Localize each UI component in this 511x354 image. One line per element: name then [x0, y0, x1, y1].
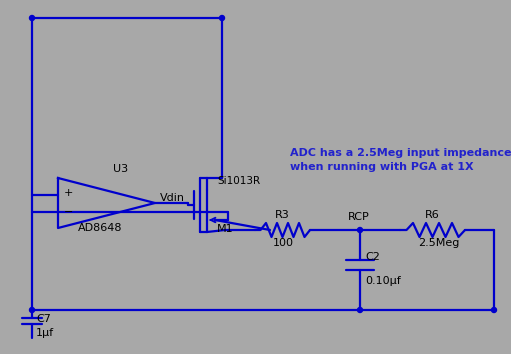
Text: ADC has a 2.5Meg input impedance
when running with PGA at 1X: ADC has a 2.5Meg input impedance when ru… — [290, 148, 511, 172]
Text: R6: R6 — [425, 210, 439, 220]
Circle shape — [358, 308, 362, 313]
Text: 100: 100 — [272, 238, 293, 248]
Circle shape — [30, 16, 35, 21]
Text: C7: C7 — [36, 314, 51, 324]
Text: R3: R3 — [274, 210, 289, 220]
Text: Vdin: Vdin — [160, 193, 185, 203]
Text: M1: M1 — [217, 224, 234, 234]
Circle shape — [220, 16, 224, 21]
Text: +: + — [64, 188, 74, 199]
Text: RCP: RCP — [348, 212, 370, 222]
Circle shape — [30, 308, 35, 313]
Text: U3: U3 — [113, 164, 128, 174]
Text: Si1013R: Si1013R — [217, 176, 260, 186]
Text: −: − — [64, 207, 74, 217]
Text: C2: C2 — [365, 252, 380, 262]
Text: AD8648: AD8648 — [78, 223, 123, 233]
Text: 2.5Meg: 2.5Meg — [419, 238, 460, 248]
Text: 1μf: 1μf — [36, 328, 54, 338]
Circle shape — [358, 228, 362, 233]
Circle shape — [492, 308, 497, 313]
Text: 0.10μf: 0.10μf — [365, 276, 401, 286]
